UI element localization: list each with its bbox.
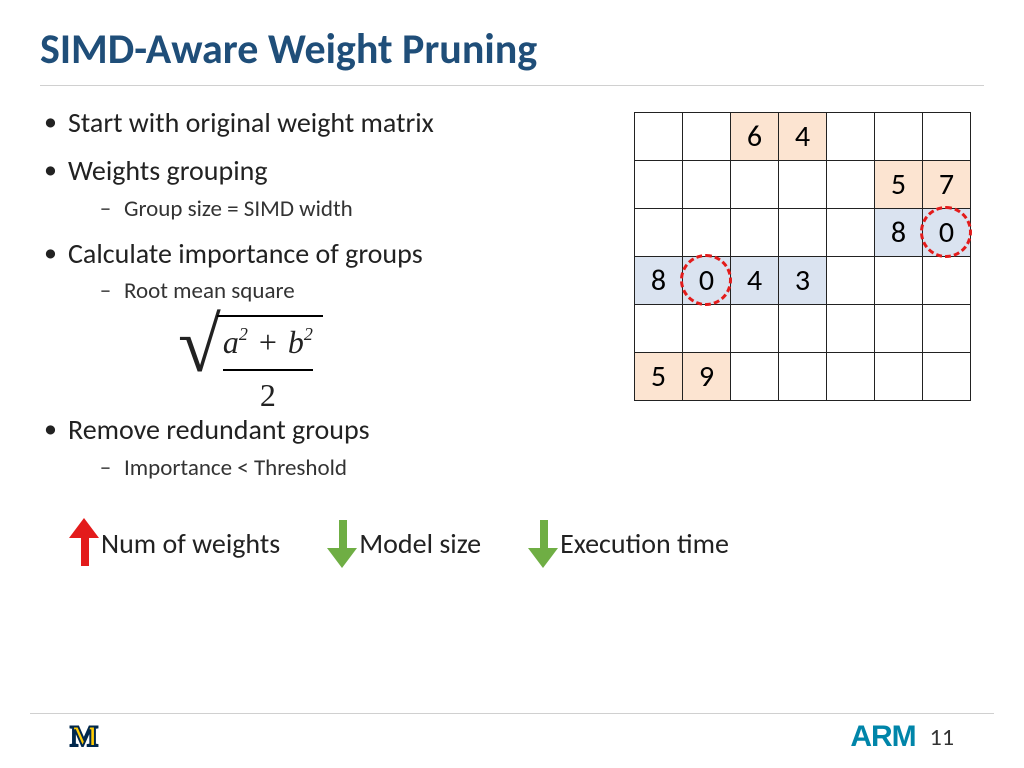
matrix-cell <box>683 209 731 257</box>
sub-bullet-list: Group size = SIMD width <box>68 194 596 225</box>
matrix-cell <box>827 161 875 209</box>
sub-bullet-list: Importance < Threshold <box>68 453 596 484</box>
matrix-cell <box>875 353 923 401</box>
effect-item: Num of weights <box>70 518 280 568</box>
matrix-cell <box>827 353 875 401</box>
slide-footer: M ARM 11 <box>30 713 994 754</box>
matrix-diagram: 645780804359 <box>624 112 971 401</box>
sub-bullet-item: Importance < Threshold <box>68 453 596 484</box>
sub-bullet-list: Root mean square <box>68 276 596 307</box>
arrow-up-icon <box>70 518 98 568</box>
radical-sign: √ <box>178 315 221 376</box>
matrix-cell: 4 <box>731 257 779 305</box>
bullet-text: Weights grouping <box>68 153 268 188</box>
matrix-cell <box>779 161 827 209</box>
effect-label: Num of weights <box>101 526 280 561</box>
formula-exp: 2 <box>304 324 313 344</box>
page-number: 11 <box>930 723 954 752</box>
bullet-item: Start with original weight matrix <box>40 104 596 142</box>
matrix-cell <box>683 113 731 161</box>
matrix-cell <box>827 209 875 257</box>
arm-logo: ARM <box>850 720 915 754</box>
formula-plus: + <box>256 324 280 360</box>
rms-formula: √ a2 + b2 2 <box>178 315 596 401</box>
matrix-cell: 5 <box>635 353 683 401</box>
matrix-cell <box>875 113 923 161</box>
effect-item: Model size <box>328 518 481 568</box>
formula-exp: 2 <box>239 324 248 344</box>
bullet-text: Calculate importance of groups <box>68 236 423 271</box>
matrix-cell: 3 <box>779 257 827 305</box>
sub-bullet-item: Group size = SIMD width <box>68 194 596 225</box>
sub-bullet-item: Root mean square <box>68 276 596 307</box>
matrix-cell: 8 <box>875 209 923 257</box>
bullet-item: Weights grouping Group size = SIMD width <box>40 152 596 225</box>
matrix-cell <box>635 113 683 161</box>
matrix-cell <box>827 305 875 353</box>
matrix-cell <box>731 305 779 353</box>
arrow-down-icon <box>328 518 356 568</box>
matrix-cell <box>683 161 731 209</box>
matrix-cell: 5 <box>875 161 923 209</box>
effects-row: Num of weights Model size Execution time <box>40 518 984 568</box>
formula-a: a <box>223 324 239 360</box>
matrix-cell: 6 <box>731 113 779 161</box>
matrix-cell: 7 <box>923 161 971 209</box>
effect-label: Execution time <box>560 526 729 561</box>
matrix-cell: 0 <box>923 209 971 257</box>
bullet-text: Start with original weight matrix <box>68 105 434 140</box>
matrix-cell <box>779 353 827 401</box>
matrix-cell <box>827 257 875 305</box>
matrix-cell: 8 <box>635 257 683 305</box>
matrix-cell <box>827 113 875 161</box>
text-column: Start with original weight matrix Weight… <box>40 104 596 494</box>
bullet-text: Remove redundant groups <box>68 412 370 447</box>
matrix-cell: 0 <box>683 257 731 305</box>
matrix-cell <box>731 353 779 401</box>
slide-root: SIMD-Aware Weight Pruning Start with ori… <box>0 0 1024 768</box>
matrix-cell <box>635 209 683 257</box>
effect-label: Model size <box>359 526 481 561</box>
content-row: Start with original weight matrix Weight… <box>40 104 984 494</box>
matrix-cell <box>923 257 971 305</box>
matrix-cell <box>875 305 923 353</box>
bullet-item: Calculate importance of groups Root mean… <box>40 235 596 402</box>
diagram-column: 645780804359 <box>624 104 984 494</box>
formula-denom: 2 <box>223 373 313 417</box>
radicand: a2 + b2 2 <box>217 315 323 416</box>
bullet-list: Start with original weight matrix Weight… <box>40 104 596 484</box>
matrix-cell <box>875 257 923 305</box>
weight-matrix: 645780804359 <box>634 112 971 401</box>
matrix-cell <box>731 209 779 257</box>
matrix-cell <box>923 113 971 161</box>
matrix-cell: 4 <box>779 113 827 161</box>
matrix-cell <box>731 161 779 209</box>
matrix-cell: 9 <box>683 353 731 401</box>
bullet-item: Remove redundant groups Importance < Thr… <box>40 411 596 484</box>
matrix-cell <box>779 209 827 257</box>
effect-item: Execution time <box>529 518 729 568</box>
formula-b: b <box>288 324 304 360</box>
matrix-cell <box>779 305 827 353</box>
matrix-cell <box>923 305 971 353</box>
michigan-logo: M <box>70 720 96 754</box>
matrix-cell <box>683 305 731 353</box>
matrix-cell <box>635 161 683 209</box>
matrix-cell <box>635 305 683 353</box>
matrix-cell <box>923 353 971 401</box>
slide-title: SIMD-Aware Weight Pruning <box>40 24 984 86</box>
arrow-down-icon <box>529 518 557 568</box>
